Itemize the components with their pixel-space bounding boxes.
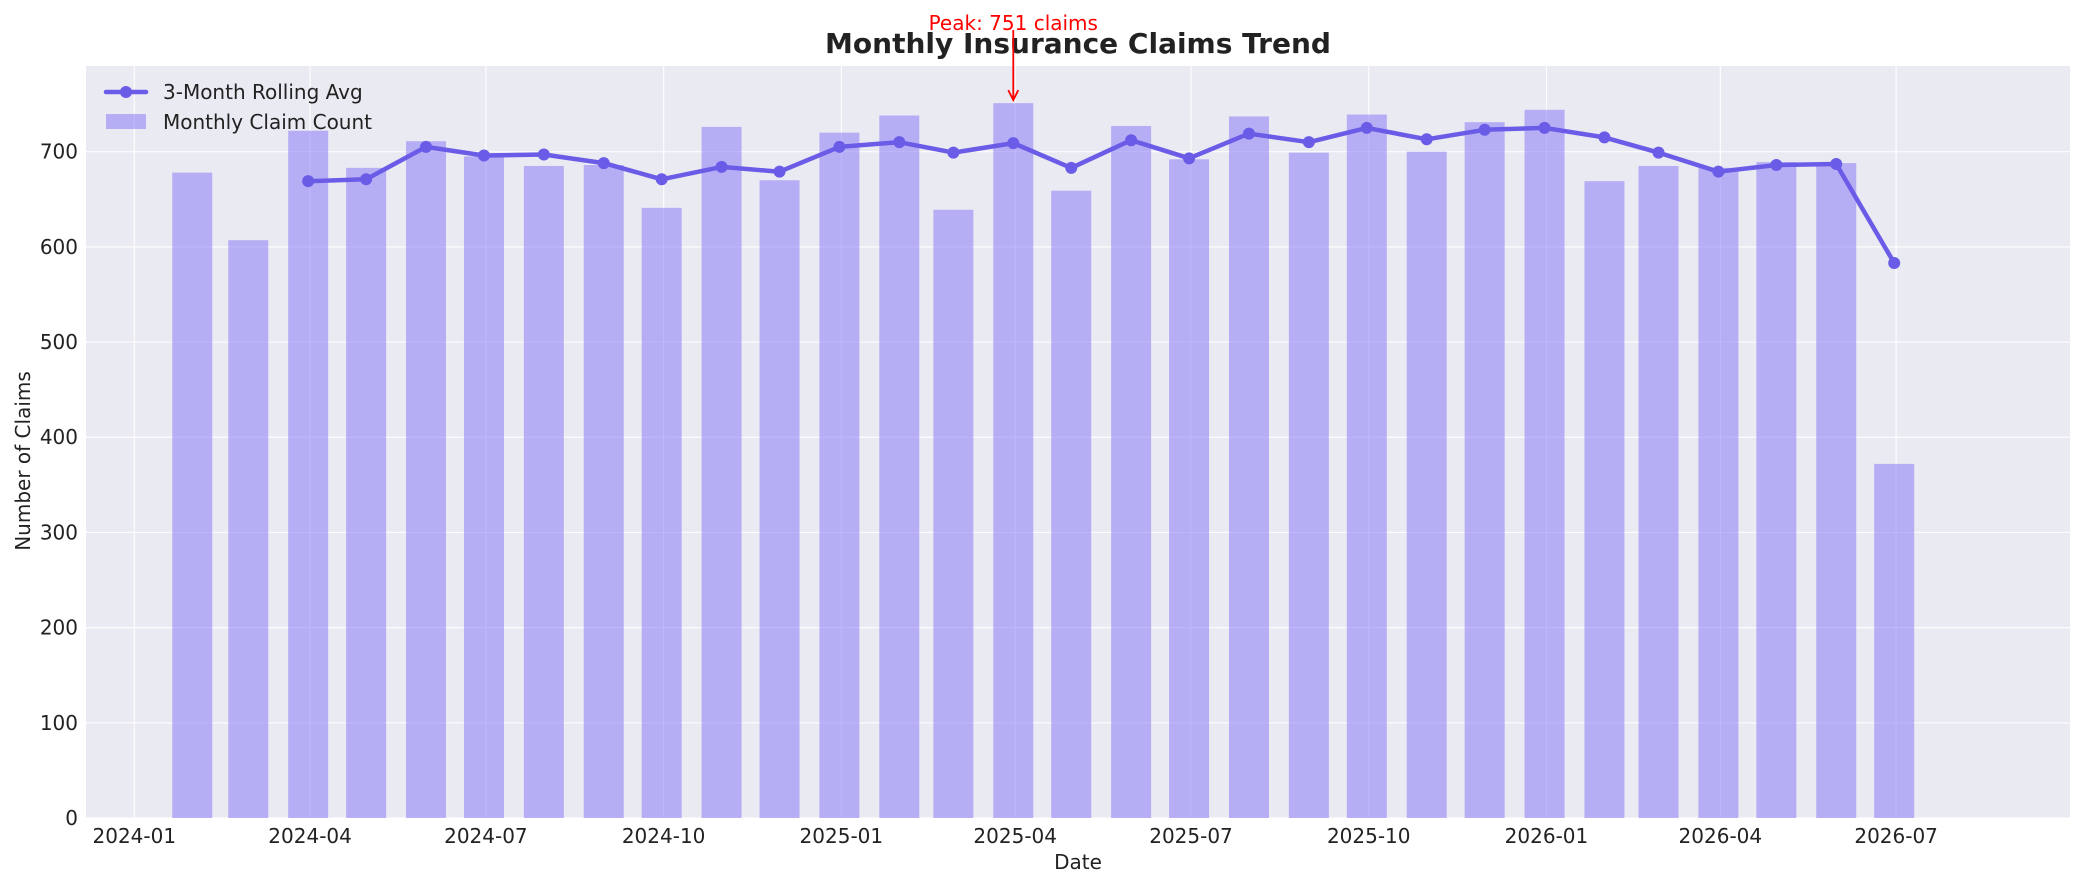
x-axis-label: Date (1054, 850, 1102, 874)
rolling-avg-marker (1242, 127, 1255, 140)
claim-bar (346, 167, 387, 819)
rolling-avg-marker (1125, 134, 1138, 147)
claim-bar (1228, 116, 1269, 819)
claim-bar (463, 156, 504, 819)
rolling-avg-marker (1598, 131, 1611, 144)
claim-bar (1874, 463, 1915, 818)
x-tick-label: 2026-01 (1505, 824, 1589, 848)
legend-bar-swatch (106, 114, 146, 129)
claim-bar (1816, 163, 1857, 818)
rolling-avg-marker (1302, 136, 1315, 149)
x-tick-label: 2025-04 (973, 824, 1057, 848)
claim-bar (641, 207, 682, 819)
peak-annotation: Peak: 751 claims (929, 11, 1098, 103)
x-tick-label: 2024-01 (93, 824, 177, 848)
annotation-text: Peak: 751 claims (929, 11, 1098, 35)
claim-bar (1698, 167, 1739, 819)
claim-bar (1111, 125, 1152, 819)
claim-bar (1756, 162, 1797, 818)
rolling-avg-marker (1420, 133, 1433, 146)
y-tick-label: 700 (40, 140, 78, 164)
y-tick-label: 100 (40, 711, 78, 735)
claim-bar (759, 180, 800, 818)
y-tick-label: 200 (40, 616, 78, 640)
claim-bar (1406, 151, 1447, 818)
claim-bar (1051, 190, 1092, 818)
rolling-avg-marker (420, 140, 433, 153)
legend-label-claim-count: Monthly Claim Count (163, 110, 372, 134)
claim-bar (1638, 165, 1679, 819)
legend-line-marker (120, 86, 132, 98)
y-tick-label: 0 (65, 806, 78, 830)
rolling-avg-marker (302, 175, 315, 188)
claim-bar (288, 130, 329, 818)
rolling-avg-marker (597, 157, 610, 170)
x-tick-label: 2024-04 (268, 824, 352, 848)
x-tick-label: 2026-07 (1854, 824, 1938, 848)
legend-label-rolling-avg: 3-Month Rolling Avg (163, 80, 363, 104)
y-tick-label: 600 (40, 235, 78, 259)
x-tick-label: 2025-01 (800, 824, 884, 848)
claim-bar (1346, 114, 1387, 819)
claim-bar (933, 209, 974, 819)
claim-bar (523, 165, 564, 819)
claim-bar (1288, 152, 1329, 818)
rolling-avg-marker (360, 173, 373, 186)
claim-bar (1524, 109, 1565, 818)
rolling-avg-marker (833, 140, 846, 153)
rolling-avg-marker (947, 146, 960, 159)
chart-title: Monthly Insurance Claims Trend (825, 27, 1331, 60)
line-series (302, 121, 1901, 270)
rolling-avg-marker (1478, 123, 1491, 136)
x-tick-label: 2025-07 (1149, 824, 1233, 848)
bar-series (172, 103, 1915, 819)
rolling-avg-marker (893, 136, 906, 149)
y-tick-label: 500 (40, 330, 78, 354)
claim-bar (406, 141, 447, 818)
rolling-avg-marker (773, 165, 786, 178)
rolling-avg-marker (655, 173, 668, 186)
rolling-avg-marker (1770, 158, 1783, 171)
rolling-avg-marker (1360, 121, 1373, 134)
claim-bar (1464, 122, 1505, 818)
x-tick-label: 2024-07 (444, 824, 528, 848)
rolling-avg-marker (1007, 137, 1020, 150)
rolling-avg-marker (1183, 152, 1196, 165)
claim-bar (701, 126, 742, 819)
rolling-avg-marker (1065, 161, 1078, 174)
y-axis-label: Number of Claims (11, 371, 35, 551)
legend: 3-Month Rolling Avg Monthly Claim Count (103, 80, 372, 134)
rolling-avg-marker (715, 160, 728, 173)
rolling-avg-marker (537, 148, 550, 161)
rolling-avg-marker (1888, 257, 1901, 270)
rolling-avg-marker (1712, 165, 1725, 178)
y-tick-label: 400 (40, 425, 78, 449)
claim-bar (228, 240, 269, 819)
claim-bar (993, 103, 1034, 819)
x-tick-label: 2024-10 (622, 824, 706, 848)
axis-ticks: 0 100 200 300 400 500 600 700 2024-01 2024-04 2024… (40, 140, 1938, 848)
x-tick-label: 2025-10 (1327, 824, 1411, 848)
claim-bar (1169, 159, 1210, 818)
claim-bar (172, 172, 213, 818)
claim-bar (879, 115, 920, 819)
claim-bar (819, 132, 860, 818)
rolling-avg-line (305, 125, 1897, 266)
rolling-avg-marker (477, 149, 490, 162)
claim-bar (583, 164, 624, 819)
rolling-avg-marker (1830, 158, 1843, 171)
x-tick-label: 2026-04 (1679, 824, 1763, 848)
rolling-avg-marker (1652, 146, 1665, 159)
annotation-arrowhead (1007, 89, 1020, 103)
claim-bar (1584, 181, 1625, 818)
rolling-avg-marker (1538, 121, 1551, 134)
y-tick-label: 300 (40, 520, 78, 544)
